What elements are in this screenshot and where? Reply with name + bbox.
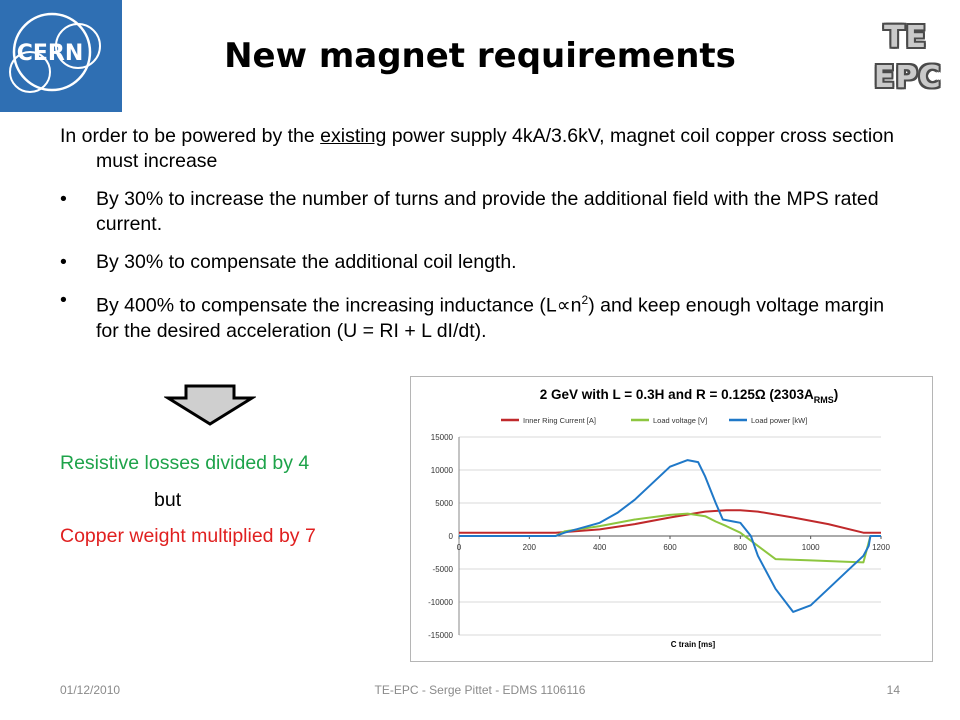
chart-panel: 2 GeV with L = 0.3H and R = 0.125Ω (2303… bbox=[410, 376, 933, 662]
intro-after: power supply 4kA/3.6kV, magnet coil copp… bbox=[96, 125, 894, 172]
legend-label: Load voltage [V] bbox=[653, 416, 707, 425]
bullet-text: By 30% to increase the number of turns a… bbox=[96, 188, 879, 235]
footer-center: TE-EPC - Serge Pittet - EDMS 1106116 bbox=[374, 683, 586, 697]
y-tick-label: -10000 bbox=[428, 598, 453, 607]
y-tick-label: 5000 bbox=[435, 499, 453, 508]
chart-legend: Inner Ring Current [A] Load voltage [V] Lo… bbox=[501, 416, 807, 425]
te-epc-logo: TE EPC bbox=[862, 20, 954, 104]
cern-logo: CERN bbox=[0, 0, 122, 112]
bullet-text-before: By 400% to compensate the increasing ind… bbox=[96, 294, 557, 317]
bullet-dot: • bbox=[60, 188, 67, 210]
series-line-1 bbox=[459, 512, 881, 564]
intro-underlined: existing bbox=[320, 125, 387, 147]
chart-title-main: 2 GeV with L = 0.3H and R = 0.125Ω (2303… bbox=[540, 387, 814, 402]
cern-logo-text: CERN bbox=[17, 41, 84, 66]
slide-body: In order to be powered by the existing p… bbox=[60, 124, 900, 357]
y-tick-label: 15000 bbox=[431, 433, 454, 442]
chart-axes: 15000 10000 5000 0 -5000 -10000 -15000 0 200 400 6… bbox=[428, 433, 890, 640]
bullet-dot: • bbox=[60, 251, 67, 273]
x-tick-label: 400 bbox=[593, 543, 607, 552]
te-epc-logo-line1: TE bbox=[884, 20, 927, 55]
x-axis-label: C train [ms] bbox=[671, 640, 716, 649]
power-chart: 2 GeV with L = 0.3H and R = 0.125Ω (2303… bbox=[428, 387, 890, 649]
down-arrow-icon bbox=[162, 384, 258, 431]
bullet-exponent: 2 bbox=[581, 293, 589, 307]
footer-date: 01/12/2010 bbox=[60, 683, 121, 697]
result-copper-weight: Copper weight multiplied by 7 bbox=[60, 525, 316, 547]
legend-label: Load power [kW] bbox=[751, 416, 807, 425]
chart-title-sub: RMS bbox=[814, 395, 834, 405]
slide-title: New magnet requirements bbox=[224, 36, 736, 76]
result-but: but bbox=[154, 489, 182, 511]
page-number: 14 bbox=[886, 683, 900, 697]
bullet-text-after: ) and keep enough voltage margin for the… bbox=[96, 294, 885, 342]
chart-title-end: ) bbox=[834, 387, 839, 402]
y-tick-label: -15000 bbox=[428, 631, 453, 640]
bullet-text: By 30% to compensate the additional coil… bbox=[96, 251, 517, 273]
intro-before: In order to be powered by the bbox=[60, 125, 321, 147]
bullet-n: n bbox=[570, 294, 582, 317]
intro-paragraph: In order to be powered by the existing p… bbox=[60, 124, 900, 174]
x-tick-label: 1000 bbox=[802, 543, 820, 552]
proportional-symbol: ∝ bbox=[556, 294, 571, 317]
chart-series bbox=[459, 459, 881, 613]
bullet-dot: • bbox=[60, 289, 67, 311]
bullet-item: • By 30% to compensate the additional coi… bbox=[60, 250, 900, 275]
series-line-2 bbox=[459, 459, 881, 613]
chart-title: 2 GeV with L = 0.3H and R = 0.125Ω (2303… bbox=[540, 387, 838, 405]
x-tick-label: 200 bbox=[523, 543, 537, 552]
x-tick-label: 0 bbox=[457, 543, 462, 552]
legend-label: Inner Ring Current [A] bbox=[523, 416, 596, 425]
x-tick-label: 800 bbox=[734, 543, 748, 552]
x-tick-label: 600 bbox=[663, 543, 677, 552]
bullet-item: • By 400% to compensate the increasing in… bbox=[60, 288, 900, 344]
series-line-0 bbox=[459, 509, 881, 534]
bullet-list: • By 30% to increase the number of turns … bbox=[60, 187, 900, 344]
result-resistive-losses: Resistive losses divided by 4 bbox=[60, 452, 310, 474]
te-epc-logo-line2: EPC bbox=[874, 60, 942, 95]
y-tick-label: 0 bbox=[449, 532, 454, 541]
bullet-item: • By 30% to increase the number of turns … bbox=[60, 187, 900, 237]
x-tick-label: 1200 bbox=[872, 543, 890, 552]
y-tick-label: 10000 bbox=[431, 466, 454, 475]
y-tick-label: -5000 bbox=[433, 565, 454, 574]
